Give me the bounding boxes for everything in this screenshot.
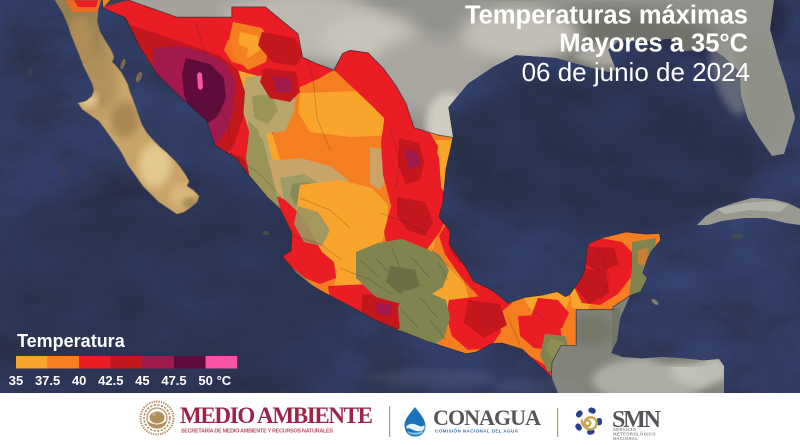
svg-text:NACIONAL: NACIONAL — [613, 436, 638, 441]
svg-text:MEDIO AMBIENTE: MEDIO AMBIENTE — [180, 403, 373, 428]
svg-text:50: 50 — [198, 373, 212, 388]
svg-text:METEOROLÓGICO: METEOROLÓGICO — [613, 432, 656, 437]
svg-text:SECRETARÍA DE MEDIO AMBIENTE Y: SECRETARÍA DE MEDIO AMBIENTE Y RECURSOS … — [181, 427, 333, 435]
svg-text:Mayores a 35°C: Mayores a 35°C — [559, 30, 748, 58]
svg-text:SMN: SMN — [612, 407, 662, 433]
svg-text:47.5: 47.5 — [161, 373, 186, 388]
svg-text:°C: °C — [217, 373, 232, 388]
svg-text:42.5: 42.5 — [98, 373, 123, 388]
svg-text:Temperaturas máximas: Temperaturas máximas — [465, 2, 748, 30]
svg-text:CONAGUA: CONAGUA — [433, 405, 541, 430]
svg-text:37.5: 37.5 — [35, 373, 60, 388]
svg-text:SERVICIO: SERVICIO — [613, 427, 636, 432]
svg-text:COMISIÓN NACIONAL DEL AGUA: COMISIÓN NACIONAL DEL AGUA — [435, 427, 519, 434]
svg-text:45: 45 — [135, 373, 149, 388]
svg-text:06 de junio de 2024: 06 de junio de 2024 — [522, 57, 750, 87]
svg-text:35: 35 — [9, 373, 23, 388]
svg-text:Temperatura: Temperatura — [17, 331, 126, 351]
svg-text:40: 40 — [72, 373, 86, 388]
